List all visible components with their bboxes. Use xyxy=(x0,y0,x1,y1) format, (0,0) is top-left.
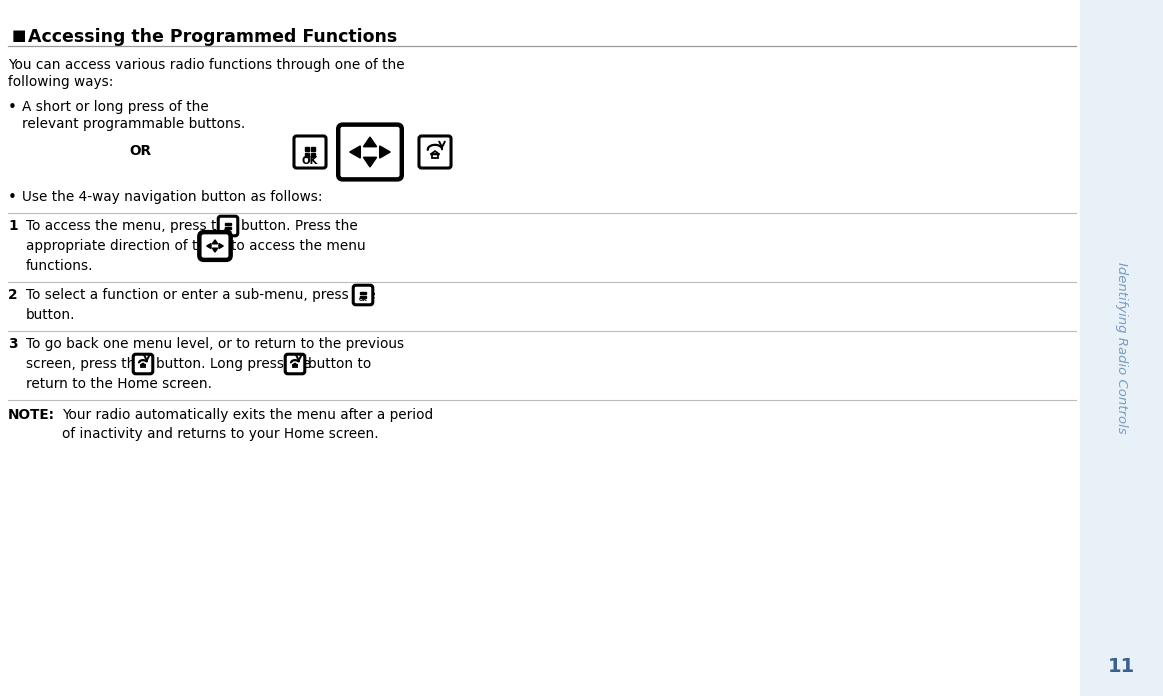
Bar xyxy=(142,365,144,367)
Bar xyxy=(305,147,309,151)
Text: return to the Home screen.: return to the Home screen. xyxy=(26,377,212,391)
Polygon shape xyxy=(213,248,217,252)
Text: button.: button. xyxy=(26,308,76,322)
Polygon shape xyxy=(213,240,217,244)
Polygon shape xyxy=(379,146,391,158)
Text: appropriate direction of the: appropriate direction of the xyxy=(26,239,214,253)
Bar xyxy=(361,296,363,298)
Text: relevant programmable buttons.: relevant programmable buttons. xyxy=(22,117,245,131)
FancyBboxPatch shape xyxy=(199,232,230,260)
Text: to access the menu: to access the menu xyxy=(231,239,365,253)
Text: Your radio automatically exits the menu after a period: Your radio automatically exits the menu … xyxy=(62,408,433,422)
FancyBboxPatch shape xyxy=(419,136,451,168)
Bar xyxy=(1080,0,1163,696)
Text: button to: button to xyxy=(308,357,371,371)
Polygon shape xyxy=(219,244,223,248)
Text: OK: OK xyxy=(302,156,319,166)
Text: •: • xyxy=(8,190,17,205)
Text: You can access various radio functions through one of the: You can access various radio functions t… xyxy=(8,58,405,72)
FancyBboxPatch shape xyxy=(354,285,373,305)
Text: Identifying Radio Controls: Identifying Radio Controls xyxy=(1115,262,1128,434)
Text: 2: 2 xyxy=(8,288,17,302)
Bar xyxy=(305,153,309,157)
Text: button. Press the: button. Press the xyxy=(241,219,358,233)
Text: To select a function or enter a sub-menu, press the: To select a function or enter a sub-menu… xyxy=(26,288,376,302)
Text: OK: OK xyxy=(223,228,233,233)
Text: NOTE:: NOTE: xyxy=(8,408,55,422)
Bar xyxy=(293,365,297,367)
Bar xyxy=(363,296,365,298)
Polygon shape xyxy=(207,244,211,248)
Text: button. Long press the: button. Long press the xyxy=(156,357,311,371)
FancyBboxPatch shape xyxy=(134,354,152,374)
Text: Use the 4-way navigation button as follows:: Use the 4-way navigation button as follo… xyxy=(22,190,322,204)
Text: functions.: functions. xyxy=(26,259,93,273)
Text: To access the menu, press the: To access the menu, press the xyxy=(26,219,234,233)
Polygon shape xyxy=(350,146,361,158)
Polygon shape xyxy=(363,157,377,167)
FancyBboxPatch shape xyxy=(219,216,237,236)
Text: 3: 3 xyxy=(8,337,17,351)
Bar xyxy=(226,223,228,226)
Text: following ways:: following ways: xyxy=(8,75,113,89)
Bar xyxy=(228,227,230,229)
Bar xyxy=(361,292,363,294)
Text: OR: OR xyxy=(129,144,151,158)
Text: OK: OK xyxy=(358,297,368,302)
Bar xyxy=(311,147,315,151)
Polygon shape xyxy=(363,137,377,147)
Text: A short or long press of the: A short or long press of the xyxy=(22,100,208,114)
FancyBboxPatch shape xyxy=(338,125,401,180)
Text: ■: ■ xyxy=(12,28,27,43)
Bar xyxy=(311,153,315,157)
Text: •: • xyxy=(8,100,17,115)
Text: 11: 11 xyxy=(1108,656,1135,676)
Text: of inactivity and returns to your Home screen.: of inactivity and returns to your Home s… xyxy=(62,427,379,441)
FancyBboxPatch shape xyxy=(294,136,326,168)
Bar xyxy=(363,292,365,294)
Text: 1: 1 xyxy=(8,219,17,233)
Text: screen, press the: screen, press the xyxy=(26,357,144,371)
Bar xyxy=(228,223,230,226)
Bar xyxy=(433,155,438,158)
FancyBboxPatch shape xyxy=(285,354,305,374)
Text: To go back one menu level, or to return to the previous: To go back one menu level, or to return … xyxy=(26,337,404,351)
Text: Accessing the Programmed Functions: Accessing the Programmed Functions xyxy=(28,28,398,46)
Bar xyxy=(226,227,228,229)
